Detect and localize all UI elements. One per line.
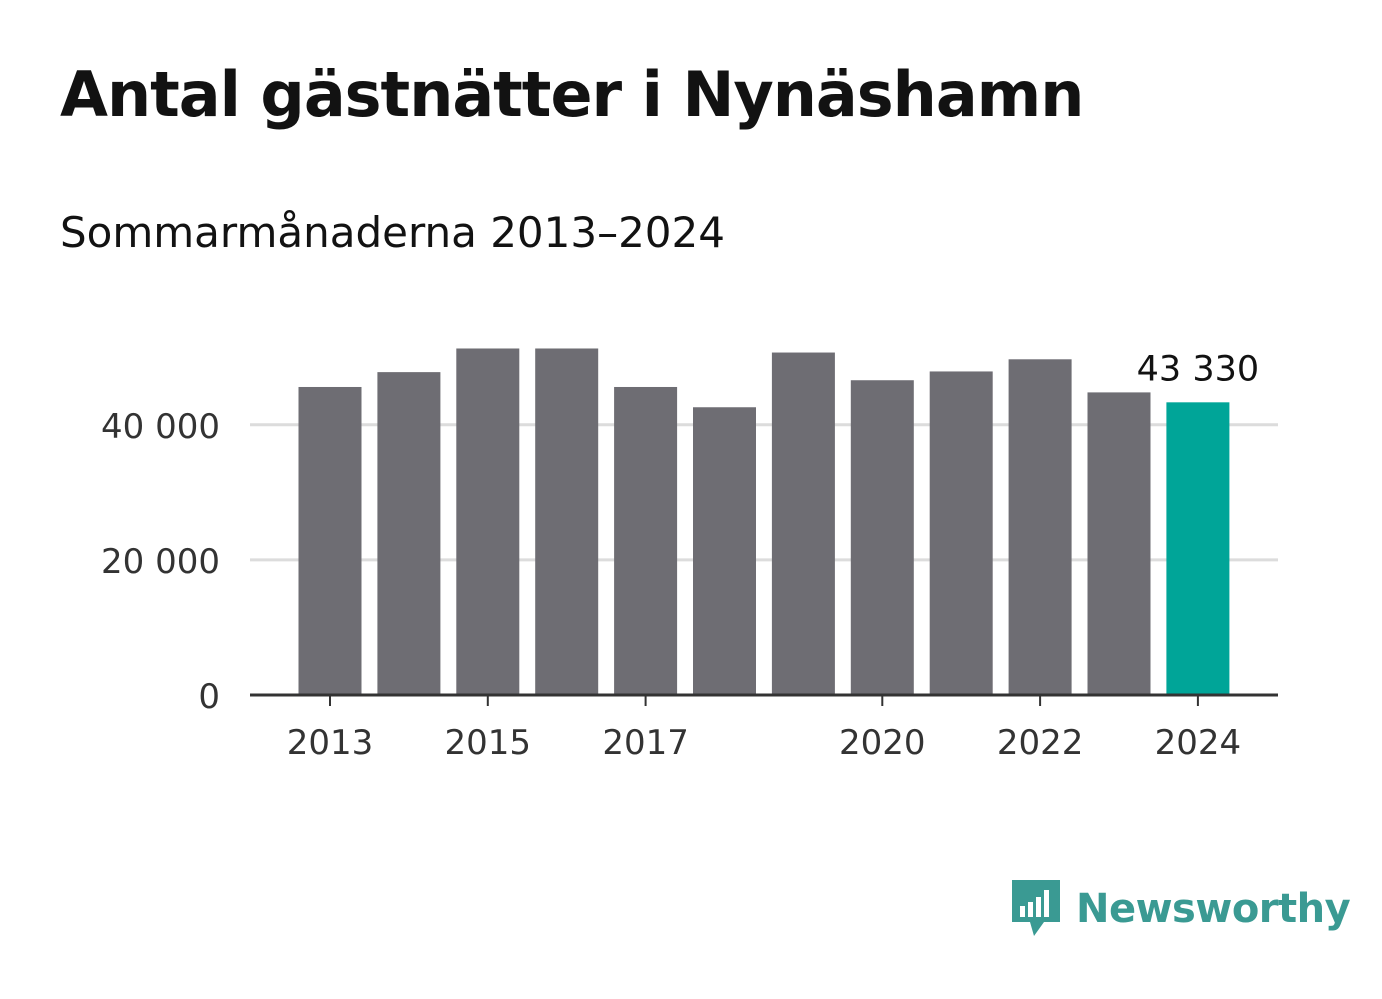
bar-2017: [614, 386, 678, 695]
bar-2015: [456, 348, 520, 695]
y-tick-label: 20 000: [101, 542, 220, 582]
brand-logo: Newsworthy: [1010, 878, 1351, 940]
x-tick-label: 2015: [445, 723, 532, 763]
x-tick-label: 2020: [839, 723, 926, 763]
bar-2024: [1166, 402, 1230, 695]
x-tick-label: 2022: [997, 723, 1084, 763]
y-tick-label: 40 000: [101, 407, 220, 447]
bar-2023: [1087, 392, 1151, 695]
labels: 0 20 000 40 000 43 330 2013 2015 2017 2020 2022 2…: [101, 349, 1259, 763]
newsworthy-logo-icon: [1012, 880, 1060, 936]
bar-2019: [771, 352, 835, 695]
brand-name: Newsworthy: [1076, 886, 1351, 932]
bar-2021: [929, 371, 993, 695]
bar-2013: [298, 386, 362, 695]
bars: [298, 348, 1230, 695]
bar-2014: [377, 372, 441, 695]
bar-2020: [850, 380, 914, 695]
axes: [250, 693, 1278, 706]
chart-subtitle: Sommarmånaderna 2013–2024: [60, 208, 725, 257]
bar-2016: [535, 348, 599, 695]
x-tick-label: 2024: [1155, 723, 1242, 763]
chart-title: Antal gästnätter i Nynäshamn: [60, 58, 1084, 131]
x-tick-label: 2013: [287, 723, 374, 763]
data-label-2024: 43 330: [1137, 349, 1259, 389]
x-tick-label: 2017: [602, 723, 689, 763]
bar-2018: [693, 407, 756, 695]
y-tick-label: 0: [198, 677, 220, 717]
bar-2022: [1008, 359, 1072, 695]
